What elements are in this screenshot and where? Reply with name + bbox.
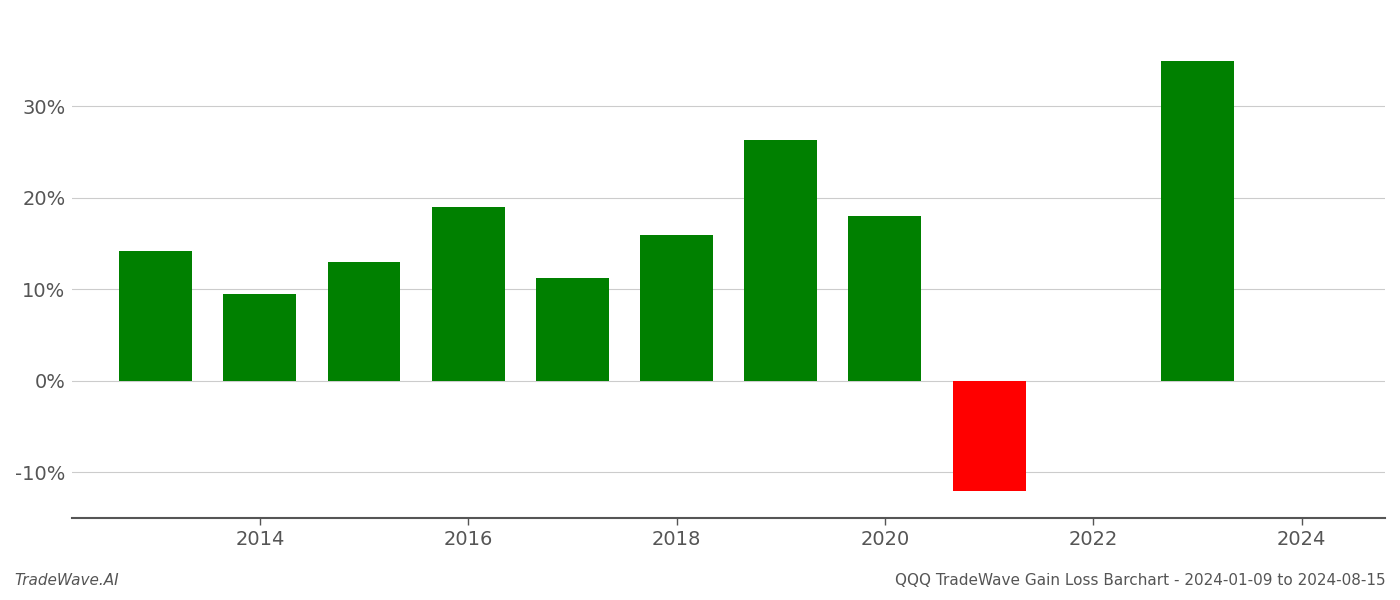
Bar: [119, 251, 192, 381]
Bar: [745, 140, 818, 381]
Bar: [952, 381, 1026, 491]
Bar: [1161, 61, 1233, 381]
Text: QQQ TradeWave Gain Loss Barchart - 2024-01-09 to 2024-08-15: QQQ TradeWave Gain Loss Barchart - 2024-…: [896, 573, 1386, 588]
Text: TradeWave.AI: TradeWave.AI: [14, 573, 119, 588]
Bar: [640, 235, 713, 381]
Bar: [848, 216, 921, 381]
Bar: [536, 278, 609, 381]
Bar: [431, 207, 504, 381]
Bar: [328, 262, 400, 381]
Bar: [224, 294, 297, 381]
